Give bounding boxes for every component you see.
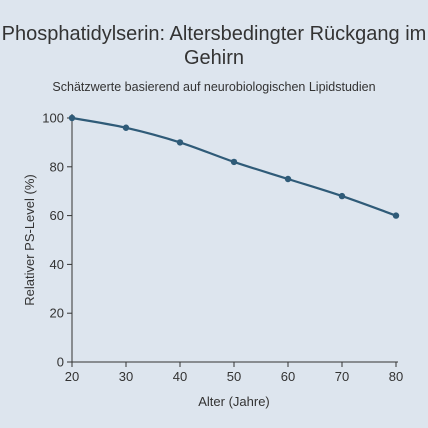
y-tick-label: 60 [50,208,64,223]
data-point [122,124,130,131]
y-tick-label: 40 [50,257,64,272]
data-point [230,158,238,166]
series-line [71,116,397,217]
data-points [68,114,400,219]
x-tick-label: 60 [281,369,295,384]
x-tick-label: 30 [119,369,133,384]
y-tick-label: 100 [42,111,64,126]
data-point [68,114,76,122]
data-point [392,212,400,219]
x-tick-label: 50 [227,369,241,384]
data-point [176,139,184,146]
x-tick-label: 70 [335,369,349,384]
y-axis-label: Relativer PS-Level (%) [22,174,37,306]
y-tick-label: 0 [57,355,64,370]
y-tick-label: 20 [50,306,64,321]
chart-title: Phosphatidylserin: Altersbedingter Rückg… [1,23,427,69]
data-point [338,192,346,200]
y-tick-label: 80 [50,159,64,174]
axes [71,114,398,363]
x-axis-label: Alter (Jahre) [198,394,270,409]
chart-subtitle: Schätzwerte basierend auf neurobiologisc… [52,80,376,94]
data-point [284,175,292,183]
x-tick-label: 80 [389,369,403,384]
x-tick-label: 20 [65,369,79,384]
x-tick-label: 40 [173,369,187,384]
